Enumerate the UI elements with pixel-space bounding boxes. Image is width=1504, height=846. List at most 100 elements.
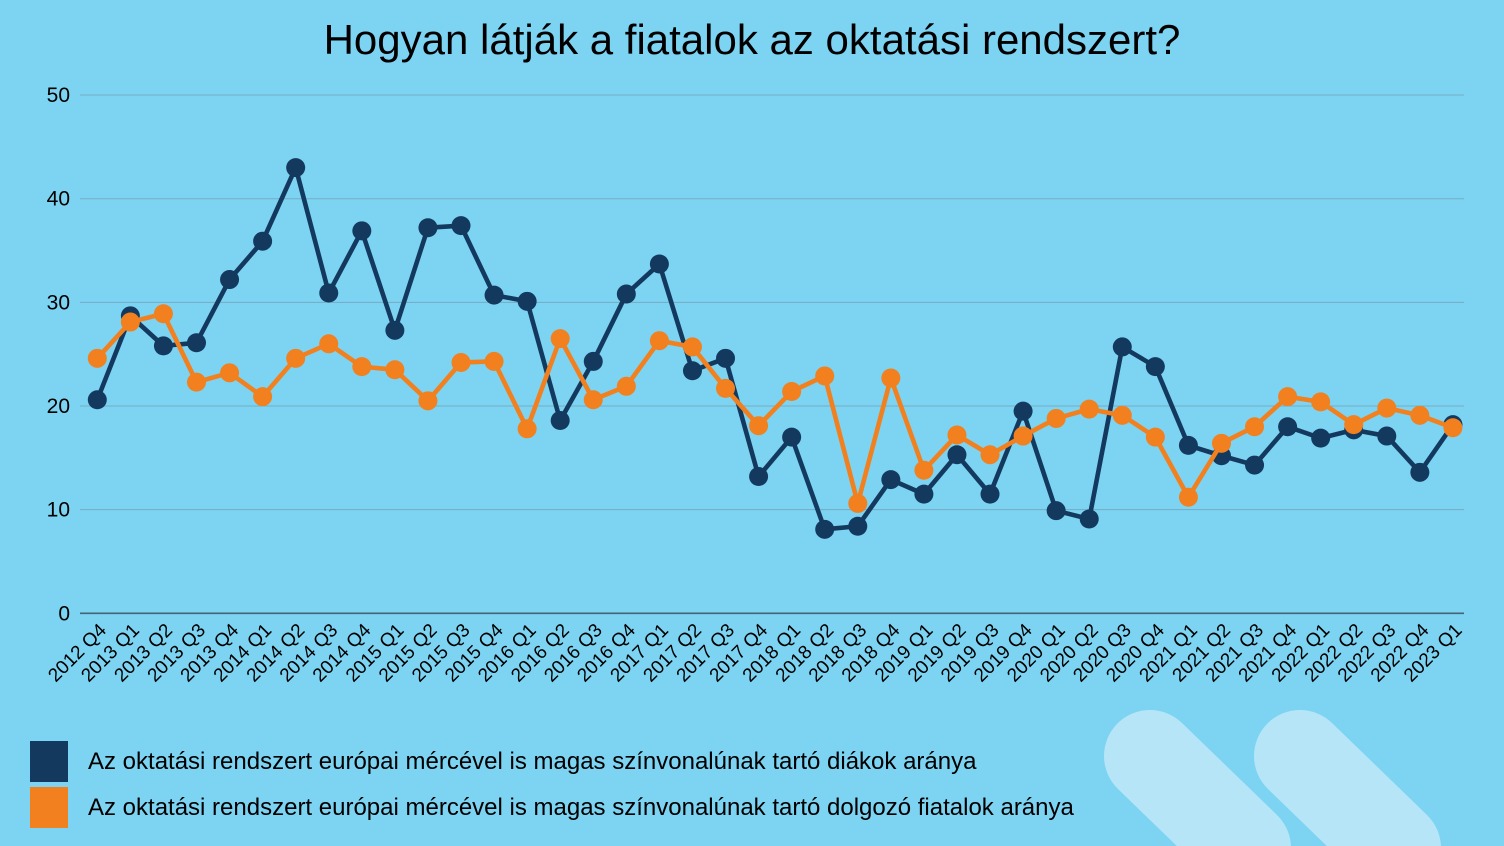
data-point bbox=[914, 484, 934, 504]
data-point bbox=[1311, 428, 1331, 448]
data-point bbox=[352, 221, 372, 241]
data-point bbox=[1344, 415, 1364, 435]
data-point bbox=[1079, 509, 1099, 529]
chevron-icon bbox=[1104, 710, 1291, 846]
data-point bbox=[716, 378, 736, 398]
data-point bbox=[1245, 455, 1265, 475]
data-point bbox=[87, 390, 107, 410]
legend-swatch-students bbox=[30, 741, 68, 782]
data-point bbox=[682, 361, 702, 381]
data-point bbox=[418, 218, 438, 238]
data-point bbox=[1377, 398, 1397, 418]
data-point bbox=[1145, 357, 1165, 377]
data-point bbox=[87, 348, 107, 368]
series-line-0 bbox=[95, 165, 1456, 532]
data-point bbox=[253, 231, 273, 251]
data-point bbox=[649, 331, 669, 351]
data-point bbox=[1443, 418, 1463, 438]
data-point bbox=[980, 445, 1000, 465]
data-point bbox=[1178, 487, 1198, 507]
data-point bbox=[947, 445, 967, 465]
data-point bbox=[253, 387, 273, 407]
data-point bbox=[649, 254, 669, 274]
page-title: Hogyan látják a fiatalok az oktatási ren… bbox=[323, 16, 1181, 63]
data-point bbox=[782, 381, 802, 401]
y-tick-label: 40 bbox=[47, 188, 70, 211]
data-point bbox=[980, 484, 1000, 504]
data-point bbox=[947, 425, 967, 445]
y-tick-label: 10 bbox=[47, 499, 70, 522]
data-point bbox=[749, 416, 769, 436]
y-tick-label: 20 bbox=[47, 395, 70, 418]
data-point bbox=[616, 284, 636, 304]
series-line-1 bbox=[95, 311, 1456, 506]
data-point bbox=[1178, 435, 1198, 455]
data-point bbox=[451, 216, 471, 236]
data-point bbox=[848, 516, 868, 536]
data-point bbox=[1311, 392, 1331, 412]
data-point bbox=[1046, 501, 1066, 521]
data-point bbox=[319, 283, 339, 303]
data-point bbox=[1410, 462, 1430, 482]
legend-item-students: Az oktatási rendszert európai mércével i… bbox=[30, 741, 1074, 782]
data-point bbox=[517, 291, 537, 311]
data-point bbox=[385, 360, 405, 380]
data-point bbox=[782, 427, 802, 447]
data-point bbox=[352, 357, 372, 377]
data-point bbox=[848, 493, 868, 513]
data-point bbox=[484, 285, 504, 305]
data-point bbox=[682, 337, 702, 357]
data-point bbox=[286, 348, 306, 368]
data-point bbox=[881, 368, 901, 388]
data-point bbox=[517, 419, 537, 439]
chevron-icon bbox=[1254, 710, 1441, 846]
data-point bbox=[484, 351, 504, 371]
data-point bbox=[153, 304, 173, 324]
legend-swatch-workers bbox=[30, 787, 68, 828]
data-point bbox=[186, 333, 206, 353]
legend-label-students: Az oktatási rendszert európai mércével i… bbox=[88, 747, 977, 775]
data-point bbox=[815, 366, 835, 386]
data-point bbox=[716, 348, 736, 368]
data-point bbox=[220, 363, 240, 383]
data-point bbox=[153, 336, 173, 356]
legend-item-workers: Az oktatási rendszert európai mércével i… bbox=[30, 787, 1074, 828]
data-point bbox=[1013, 401, 1033, 421]
data-point bbox=[451, 352, 471, 372]
data-point bbox=[1410, 405, 1430, 425]
data-point bbox=[319, 334, 339, 354]
data-point bbox=[1046, 408, 1066, 428]
data-point bbox=[1145, 427, 1165, 447]
data-point bbox=[120, 312, 140, 332]
data-point bbox=[583, 351, 603, 371]
data-point bbox=[418, 391, 438, 411]
data-point bbox=[1079, 399, 1099, 419]
legend-label-workers: Az oktatási rendszert európai mércével i… bbox=[88, 793, 1074, 821]
y-tick-label: 0 bbox=[58, 602, 70, 625]
data-point bbox=[616, 376, 636, 396]
data-point bbox=[385, 320, 405, 340]
data-point bbox=[749, 466, 769, 486]
data-point bbox=[583, 390, 603, 410]
data-point bbox=[550, 329, 570, 349]
data-point bbox=[286, 158, 306, 178]
data-point bbox=[914, 460, 934, 480]
y-tick-label: 30 bbox=[47, 291, 70, 314]
data-point bbox=[220, 270, 240, 290]
data-point bbox=[815, 519, 835, 539]
data-point bbox=[1278, 387, 1298, 407]
data-point bbox=[550, 411, 570, 431]
data-point bbox=[1112, 337, 1132, 357]
data-point bbox=[1245, 417, 1265, 437]
data-point bbox=[1278, 417, 1298, 437]
data-point bbox=[1211, 433, 1231, 453]
data-point bbox=[1112, 405, 1132, 425]
data-point bbox=[1377, 426, 1397, 446]
data-point bbox=[881, 470, 901, 490]
data-point bbox=[1013, 426, 1033, 446]
y-tick-label: 50 bbox=[47, 84, 70, 107]
data-point bbox=[186, 372, 206, 392]
legend: Az oktatási rendszert európai mércével i… bbox=[30, 741, 1074, 833]
